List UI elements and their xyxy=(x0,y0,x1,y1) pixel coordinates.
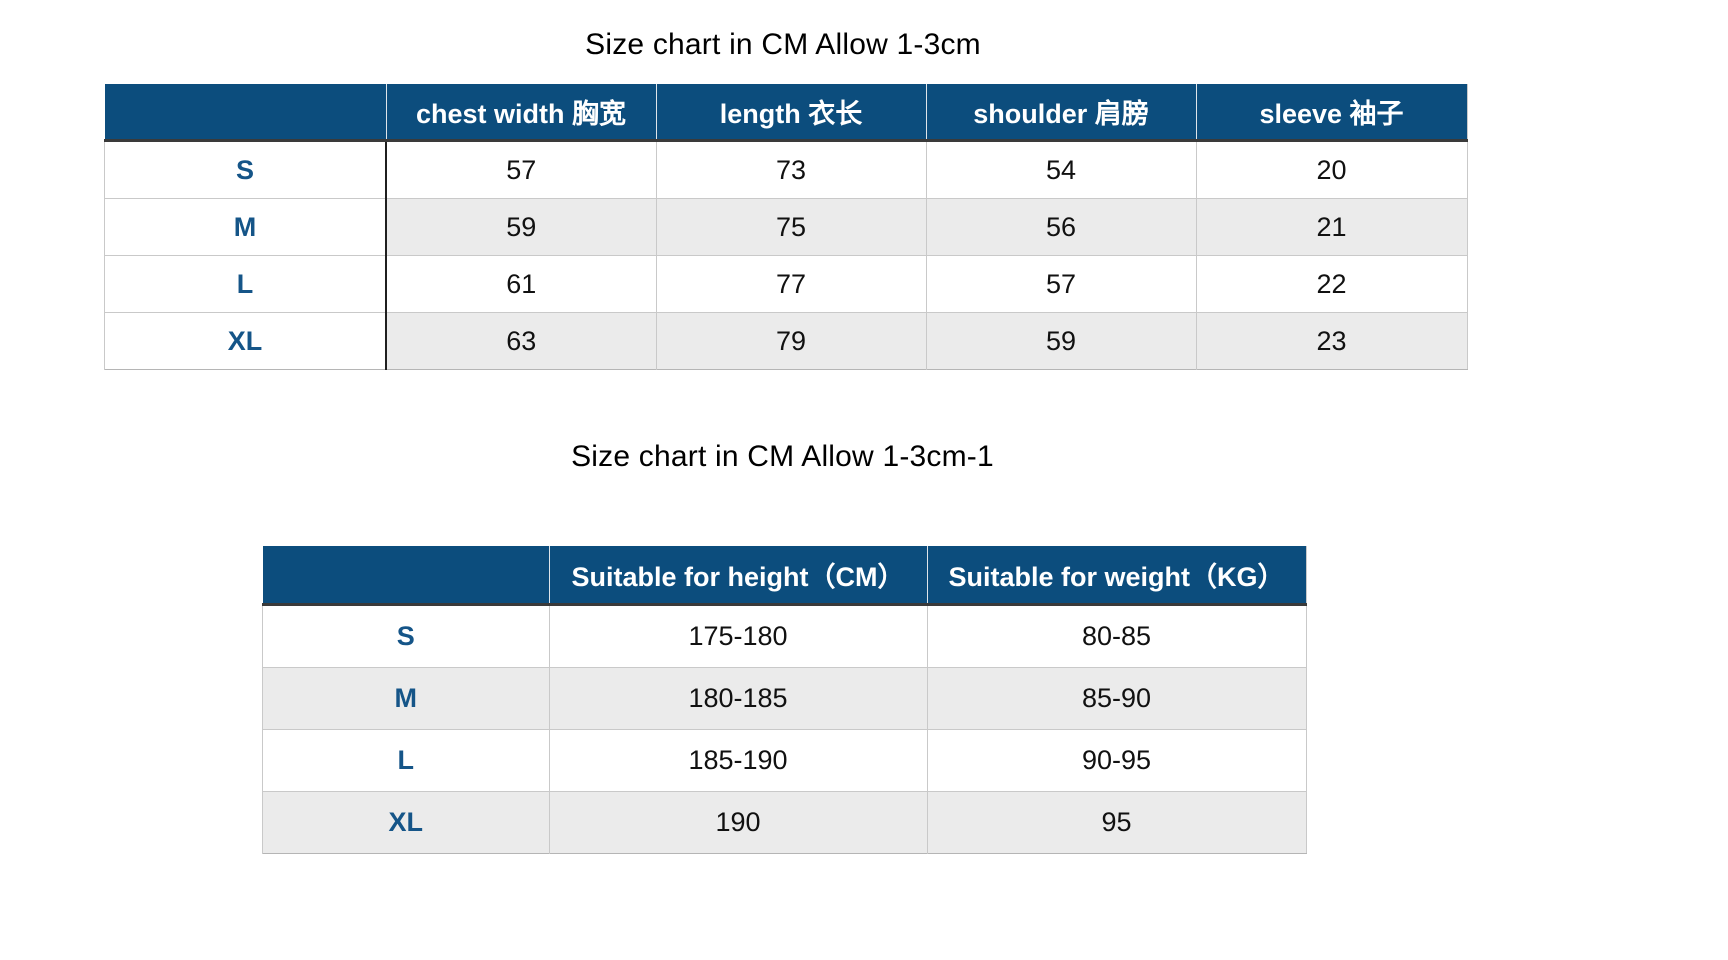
cell-chest-m: 59 xyxy=(386,198,656,256)
table-row-m: M 180-185 85-90 xyxy=(262,667,1306,730)
cell-length-m: 75 xyxy=(655,198,926,256)
table-row-s: S 57 73 54 20 xyxy=(104,140,1467,199)
cell-sleeve-l: 22 xyxy=(1195,255,1467,313)
cell-chest-l: 61 xyxy=(386,255,656,313)
size-label-l: L xyxy=(104,255,387,313)
size-label-m: M xyxy=(104,198,387,256)
table1-header-row: chest width 胸宽 length 衣长 shoulder 肩膀 sle… xyxy=(104,84,1467,142)
cell-shoulder-s: 54 xyxy=(925,140,1196,199)
cell-length-l: 77 xyxy=(655,255,926,313)
table2-header-weight: Suitable for weight（KG） xyxy=(926,546,1306,606)
cell-weight-s: 80-85 xyxy=(926,604,1306,668)
cell-shoulder-m: 56 xyxy=(925,198,1196,256)
size-label-xl: XL xyxy=(262,791,549,854)
cell-chest-xl: 63 xyxy=(386,312,656,370)
size-table-height-weight: Suitable for height（CM） Suitable for wei… xyxy=(262,546,1307,854)
table-row-m: M 59 75 56 21 xyxy=(104,198,1467,256)
size-label-m: M xyxy=(262,667,549,730)
cell-weight-xl: 95 xyxy=(926,791,1306,854)
cell-sleeve-xl: 23 xyxy=(1195,312,1467,370)
table2-header-row: Suitable for height（CM） Suitable for wei… xyxy=(262,546,1306,606)
table-row-xl: XL 190 95 xyxy=(262,791,1306,854)
cell-height-m: 180-185 xyxy=(548,667,927,730)
table2-title: Size chart in CM Allow 1-3cm-1 xyxy=(571,440,994,473)
cell-shoulder-xl: 59 xyxy=(925,312,1196,370)
table1-header-size xyxy=(104,84,386,142)
size-label-l: L xyxy=(262,729,549,792)
cell-weight-l: 90-95 xyxy=(926,729,1306,792)
cell-weight-m: 85-90 xyxy=(926,667,1306,730)
cell-sleeve-m: 21 xyxy=(1195,198,1467,256)
size-label-s: S xyxy=(262,604,549,668)
table2-header-height: Suitable for height（CM） xyxy=(548,546,927,606)
cell-height-l: 185-190 xyxy=(548,729,927,792)
cell-chest-s: 57 xyxy=(386,140,656,199)
table-row-l: L 185-190 90-95 xyxy=(262,729,1306,792)
cell-length-s: 73 xyxy=(655,140,926,199)
table1-title: Size chart in CM Allow 1-3cm xyxy=(585,28,981,61)
table-row-s: S 175-180 80-85 xyxy=(262,604,1306,668)
table2-header-size xyxy=(262,546,549,606)
table1-header-shoulder: shoulder 肩膀 xyxy=(925,84,1196,142)
table-row-xl: XL 63 79 59 23 xyxy=(104,312,1467,370)
table1-header-length: length 衣长 xyxy=(655,84,926,142)
size-label-xl: XL xyxy=(104,312,387,370)
table-row-l: L 61 77 57 22 xyxy=(104,255,1467,313)
table1-header-chest-width: chest width 胸宽 xyxy=(385,84,656,142)
cell-height-s: 175-180 xyxy=(548,604,927,668)
cell-shoulder-l: 57 xyxy=(925,255,1196,313)
table1-header-sleeve: sleeve 袖子 xyxy=(1195,84,1467,142)
cell-length-xl: 79 xyxy=(655,312,926,370)
cell-sleeve-s: 20 xyxy=(1195,140,1467,199)
size-label-s: S xyxy=(104,140,387,199)
size-table-garment-measurements: chest width 胸宽 length 衣长 shoulder 肩膀 sle… xyxy=(104,84,1468,370)
cell-height-xl: 190 xyxy=(548,791,927,854)
